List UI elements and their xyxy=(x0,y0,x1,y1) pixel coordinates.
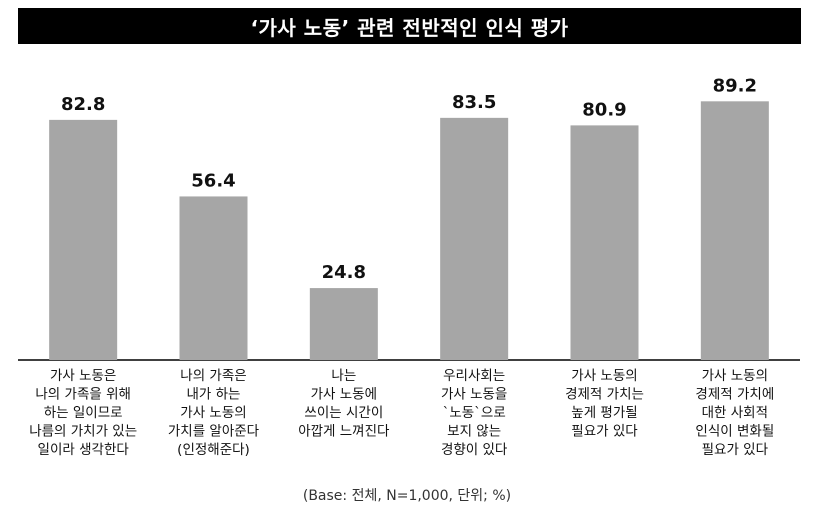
category-label: 우리사회는 가사 노동을 `노동`으로 보지 않는 경향이 있다 xyxy=(441,368,508,458)
data-label: 24.8 xyxy=(322,262,366,283)
category-label: 가사 노동은 나의 가족을 위해 하는 일이므로 나름의 가치가 있는 일이라 생각한다 xyxy=(29,368,137,458)
data-label: 56.4 xyxy=(191,170,235,191)
category-label: 가사 노동의 경제적 가치는 높게 평가될 필요가 있다 xyxy=(565,368,644,440)
bar xyxy=(179,196,248,360)
data-label: 83.5 xyxy=(452,92,496,113)
bar xyxy=(49,119,118,360)
bar xyxy=(440,117,509,360)
category-label: 가사 노동의 경제적 가치에 대한 사회적 인식이 변화될 필요가 있다 xyxy=(695,368,774,458)
bar xyxy=(309,288,378,360)
data-label: 82.8 xyxy=(61,94,105,115)
category-label: 나는 가사 노동에 쓰이는 시간이 아깝게 느껴진다 xyxy=(298,368,390,440)
data-label: 89.2 xyxy=(713,75,757,96)
chart-footnote: (Base: 전체, N=1,000, 단위; %) xyxy=(302,488,512,504)
data-label: 80.9 xyxy=(582,99,626,120)
category-label: 나의 가족은 내가 하는 가사 노동의 가치를 알아준다 (인정해준다) xyxy=(168,368,260,458)
chart-title: ‘가사 노동’ 관련 전반적인 인식 평가 xyxy=(18,8,801,44)
bar xyxy=(700,101,769,360)
bar xyxy=(570,125,639,360)
